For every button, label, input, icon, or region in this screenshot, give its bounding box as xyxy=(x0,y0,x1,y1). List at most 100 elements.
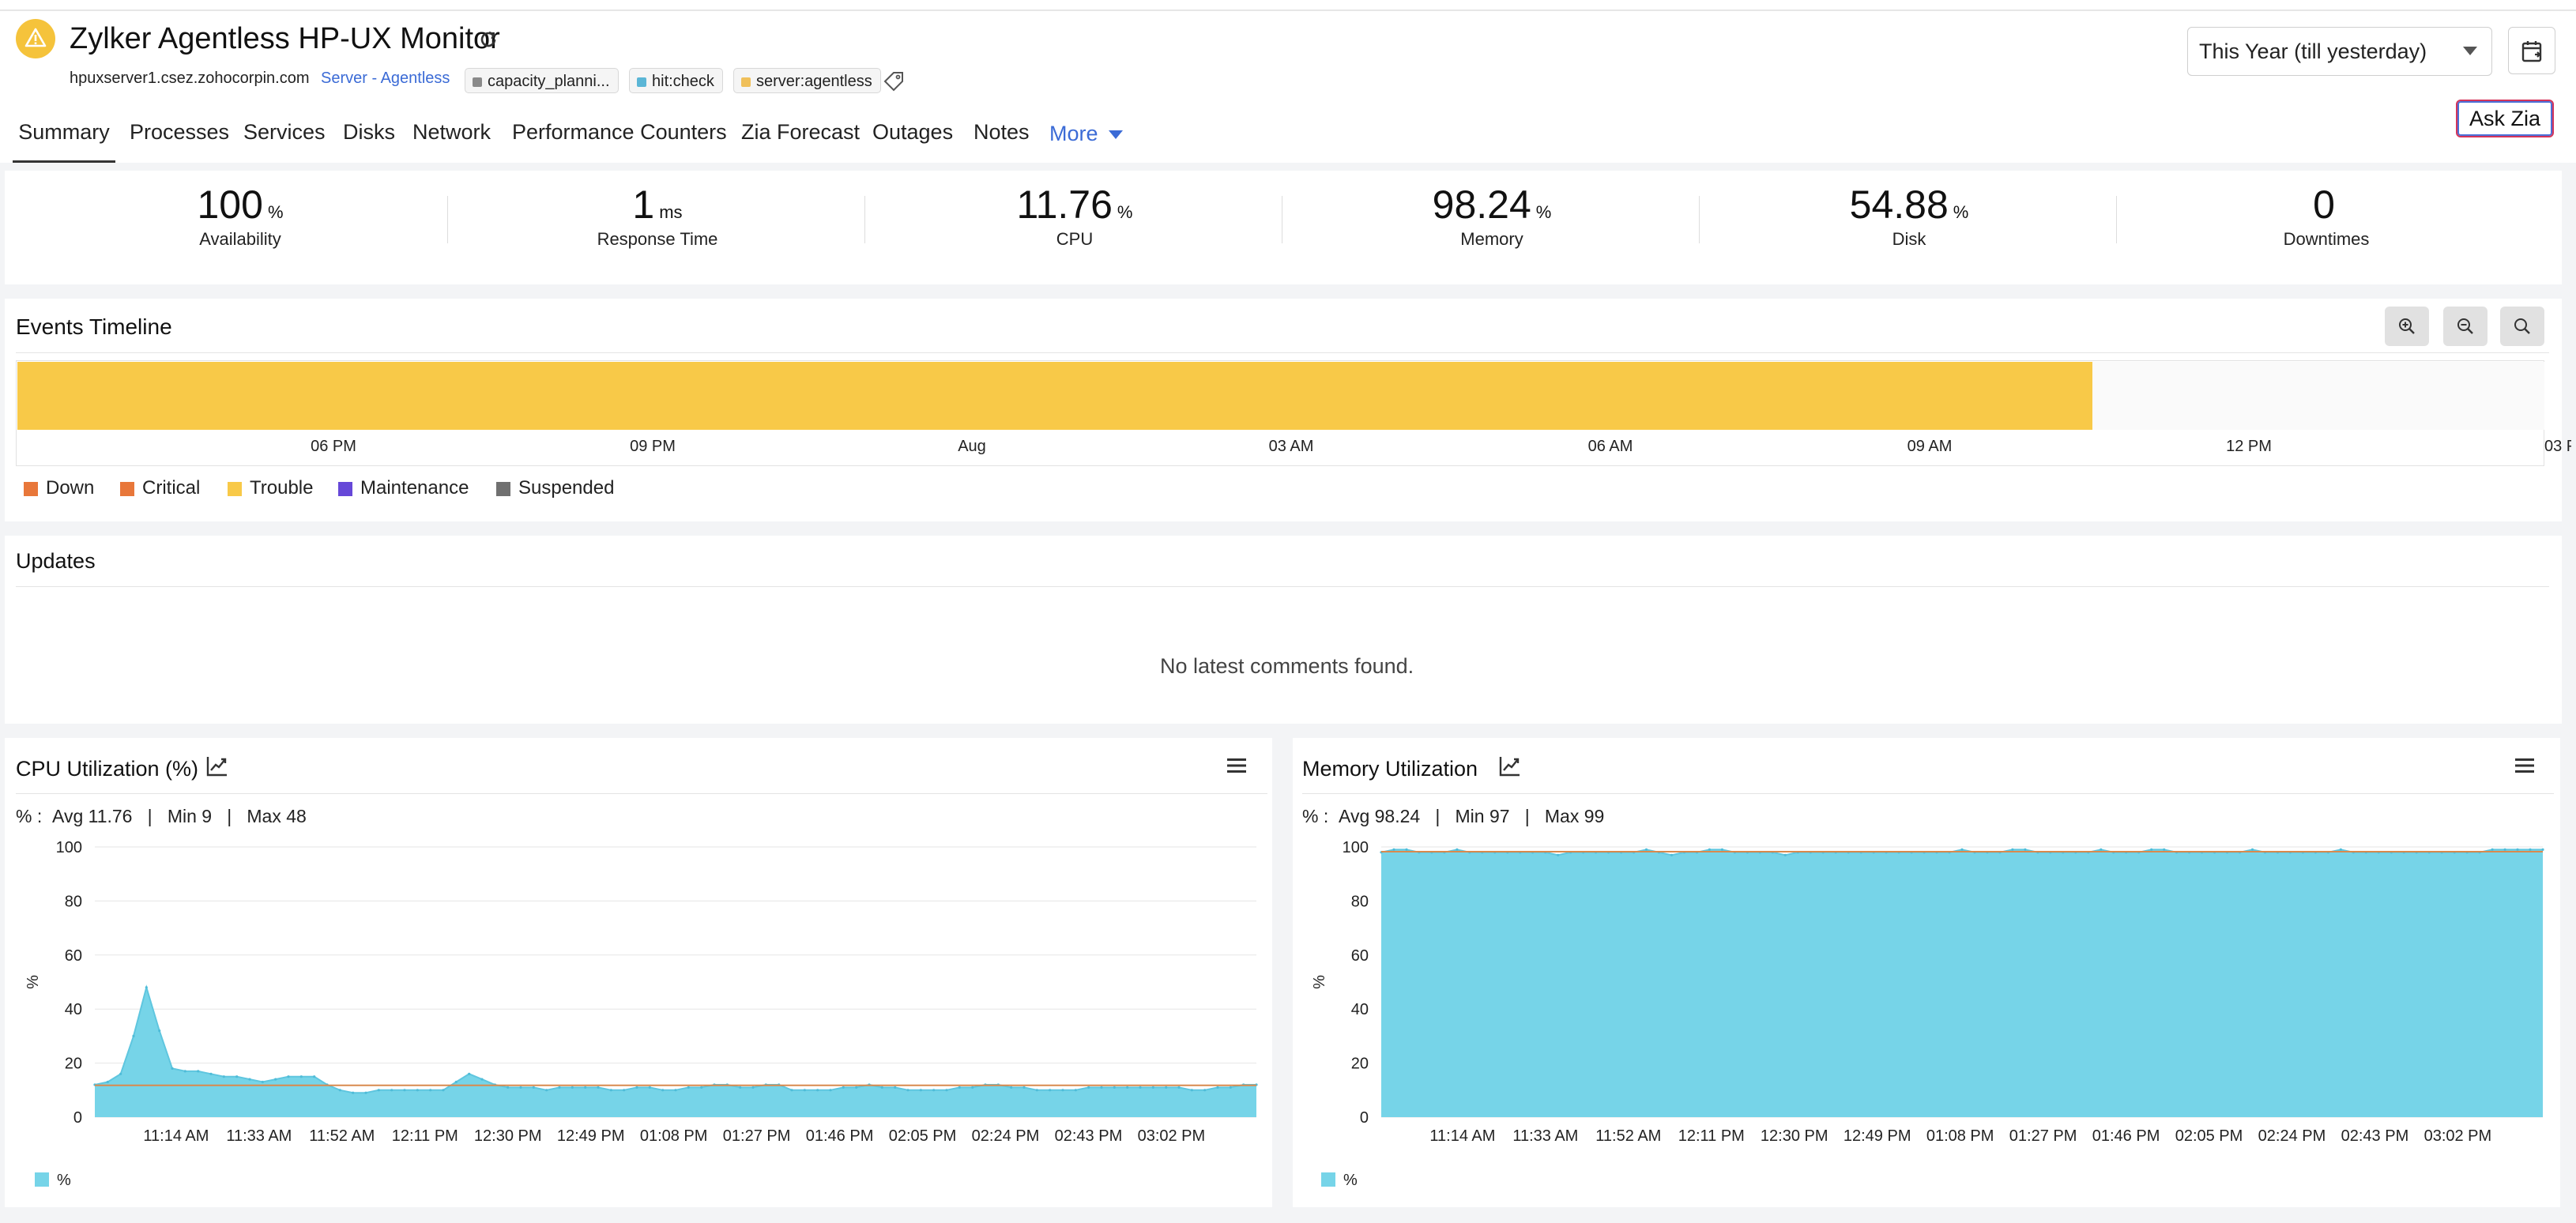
data-point xyxy=(648,1086,651,1089)
caret-down-icon xyxy=(1109,130,1124,140)
legend-critical[interactable]: Critical xyxy=(120,477,200,499)
y-axis-label: % xyxy=(1311,975,1328,989)
x-tick-label: 03:02 PM xyxy=(1138,1127,1206,1145)
series-area xyxy=(95,987,1256,1117)
data-point xyxy=(894,1086,897,1089)
data-point xyxy=(880,1086,883,1089)
tag-server-agentless[interactable]: server:agentless xyxy=(733,68,881,93)
no-comments-message: No latest comments found. xyxy=(1160,654,1414,678)
memory-chart[interactable]: 100 80 60 40 20 0% 11:14 AM 11:33 AM 11:52 AM 12:… xyxy=(1302,830,2551,1201)
tab-outages[interactable]: Outages xyxy=(872,120,954,144)
monitor-type-link[interactable]: Server - Agentless xyxy=(321,70,450,87)
add-tag-icon[interactable] xyxy=(882,70,906,97)
metric-cpu: 11.76% CPU xyxy=(1016,183,1133,249)
data-point xyxy=(2250,848,2254,851)
x-tick-label: 03:02 PM xyxy=(2424,1127,2492,1145)
data-point xyxy=(480,1078,484,1081)
reset-zoom-button[interactable] xyxy=(2500,307,2544,346)
x-tick-label: 12:11 PM xyxy=(392,1127,458,1145)
legend-swatch xyxy=(1321,1172,1335,1187)
tab-network[interactable]: Network xyxy=(412,120,491,144)
data-point xyxy=(429,1089,432,1092)
metric-divider xyxy=(2116,196,2117,243)
data-point xyxy=(623,1089,626,1092)
data-point xyxy=(609,1089,612,1092)
y-tick-label: 80 xyxy=(1351,893,1369,910)
menu-icon[interactable] xyxy=(1226,757,1247,778)
trend-icon[interactable] xyxy=(205,754,229,781)
timeline-tick: 03 PM xyxy=(2544,438,2571,455)
data-point xyxy=(222,1075,225,1078)
timeline-tick: 12 PM xyxy=(2226,438,2272,455)
data-point xyxy=(635,1086,638,1089)
y-tick-label: 40 xyxy=(65,1001,82,1018)
legend-swatch xyxy=(35,1172,49,1187)
timeline-tick: 09 PM xyxy=(630,438,676,455)
data-point xyxy=(261,1080,264,1084)
refresh-icon[interactable] xyxy=(477,28,499,55)
y-tick-label: 100 xyxy=(1343,839,1369,856)
ask-zia-button[interactable]: Ask Zia xyxy=(2456,100,2554,137)
legend-swatch xyxy=(338,482,352,496)
tab-services[interactable]: Services xyxy=(243,120,326,144)
data-point xyxy=(1126,1086,1129,1089)
trend-icon[interactable] xyxy=(1498,754,1522,781)
data-point xyxy=(1035,1089,1038,1092)
x-tick-label: 11:52 AM xyxy=(309,1127,375,1145)
date-range-select[interactable]: This Year (till yesterday) xyxy=(2187,27,2492,76)
x-tick-label: 12:49 PM xyxy=(1843,1127,1911,1145)
metric-memory: 98.24% Memory xyxy=(1432,183,1552,249)
data-point xyxy=(364,1091,367,1094)
tab-processes[interactable]: Processes xyxy=(130,120,230,144)
data-point xyxy=(287,1075,290,1078)
memory-chart-title: Memory Utilization xyxy=(1302,757,1478,781)
data-point xyxy=(235,1075,239,1078)
legend-swatch xyxy=(120,482,134,496)
data-point xyxy=(2163,848,2166,851)
legend-down[interactable]: Down xyxy=(24,477,94,499)
tag-color-swatch xyxy=(637,77,646,87)
data-point xyxy=(1049,1089,1052,1092)
data-point xyxy=(1139,1086,1142,1089)
legend-suspended[interactable]: Suspended xyxy=(496,477,614,499)
data-point xyxy=(816,1089,819,1092)
host-name: hpuxserver1.csez.zohocorpin.com xyxy=(70,70,310,87)
tab-notes[interactable]: Notes xyxy=(974,120,1030,144)
y-tick-label: 100 xyxy=(56,839,82,856)
data-point xyxy=(532,1086,535,1089)
data-point xyxy=(1670,853,1674,856)
data-point xyxy=(454,1080,458,1084)
zoom-out-icon xyxy=(2457,318,2473,334)
cpu-chart[interactable]: 100 80 60 40 20 0% 11:14 AM 11:33 AM 11:52 AM 12:… xyxy=(16,830,1264,1201)
tab-summary[interactable]: Summary xyxy=(13,120,115,163)
data-point xyxy=(855,1086,858,1089)
legend-trouble[interactable]: Trouble xyxy=(228,477,313,499)
data-point xyxy=(1061,1089,1064,1092)
y-tick-label: 20 xyxy=(1351,1056,1369,1073)
data-point xyxy=(2491,848,2494,851)
legend-swatch xyxy=(228,482,242,496)
metrics-panel xyxy=(5,171,2562,284)
custom-period-button[interactable] xyxy=(2508,27,2555,74)
data-point xyxy=(416,1089,419,1092)
monitor-header xyxy=(0,0,2576,163)
zoom-out-button[interactable] xyxy=(2443,307,2487,346)
tab-zia-forecast[interactable]: Zia Forecast xyxy=(741,120,861,144)
data-point xyxy=(700,1086,703,1089)
menu-icon[interactable] xyxy=(2514,757,2535,778)
metric-response-time: 1 ms Response Time xyxy=(597,183,718,249)
tab-performance-counters[interactable]: Performance Counters xyxy=(512,120,727,144)
timeline-trouble-bar[interactable] xyxy=(17,362,2092,430)
data-point xyxy=(171,1067,174,1070)
tag-hit-check[interactable]: hit:check xyxy=(629,68,723,93)
legend-maintenance[interactable]: Maintenance xyxy=(338,477,469,499)
data-point xyxy=(158,1029,161,1033)
monitor-title: Zylker Agentless HP-UX Monitor xyxy=(70,22,500,55)
tag-capacity[interactable]: capacity_planni... xyxy=(465,68,619,93)
tab-more[interactable]: More xyxy=(1049,122,1124,146)
tab-disks[interactable]: Disks xyxy=(343,120,395,144)
updates-panel xyxy=(5,536,2562,724)
data-point xyxy=(1557,853,1560,856)
series-line xyxy=(94,984,1256,1094)
zoom-in-button[interactable] xyxy=(2385,307,2429,346)
